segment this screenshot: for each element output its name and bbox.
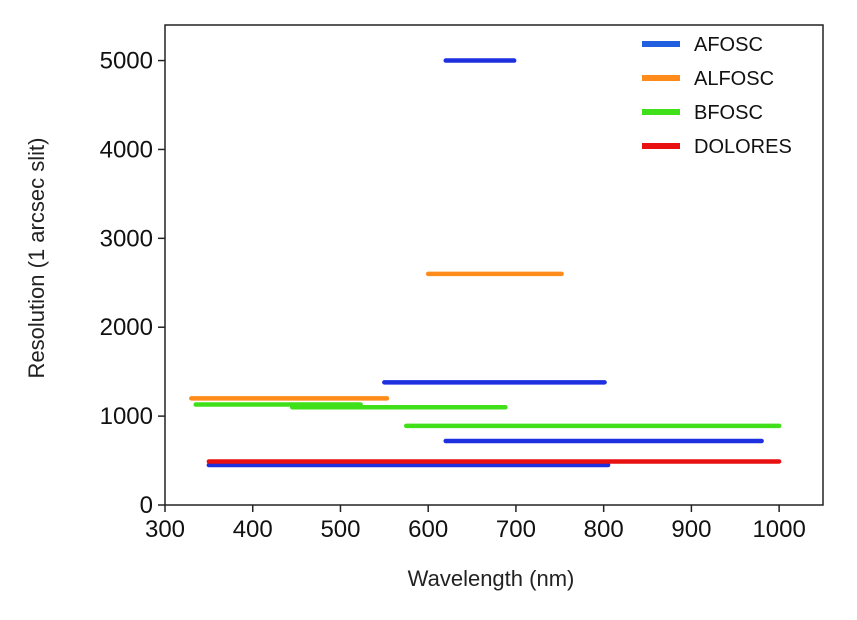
legend-label: BFOSC: [694, 102, 763, 124]
y-axis-label: Resolution (1 arcsec slit): [24, 138, 49, 379]
plot-frame-layer: [164, 24, 824, 506]
legend-item-bfosc: BFOSC: [642, 102, 763, 124]
y-tick-label: 2000: [100, 314, 153, 341]
legend-label: DOLORES: [694, 136, 792, 158]
x-tick-label: 400: [233, 516, 273, 543]
y-tick-label: 3000: [100, 225, 153, 252]
x-tick-label: 700: [496, 516, 536, 543]
x-tick-label: 800: [584, 516, 624, 543]
series-afosc: [206, 58, 764, 468]
legend-layer: AFOSC ALFOSC BFOSC DOLORES: [642, 34, 792, 158]
series-alfosc: [189, 271, 564, 401]
x-tick-label: 300: [145, 516, 185, 543]
x-tick-label: 1000: [752, 516, 805, 543]
series-bfosc: [193, 402, 782, 429]
y-tick-label: 5000: [100, 48, 153, 75]
y-tick-label: 4000: [100, 136, 153, 163]
y-tick-label: 1000: [100, 403, 153, 430]
legend-item-afosc: AFOSC: [642, 34, 763, 56]
plot-frame: [164, 24, 824, 506]
legend-item-dolores: DOLORES: [642, 136, 792, 158]
legend-label: AFOSC: [694, 34, 763, 56]
x-tick-label: 600: [408, 516, 448, 543]
x-tick-label: 900: [671, 516, 711, 543]
ticks-layer: 300 400 500 600 700 800 900 1000 0 1000 2000 3000 40…: [100, 48, 806, 543]
x-tick-label: 500: [320, 516, 360, 543]
series-layer: [189, 58, 782, 468]
legend-item-alfosc: ALFOSC: [642, 68, 774, 90]
y-tick-label: 0: [140, 492, 153, 519]
x-axis-label: Wavelength (nm): [408, 566, 575, 591]
legend-label: ALFOSC: [694, 68, 774, 90]
